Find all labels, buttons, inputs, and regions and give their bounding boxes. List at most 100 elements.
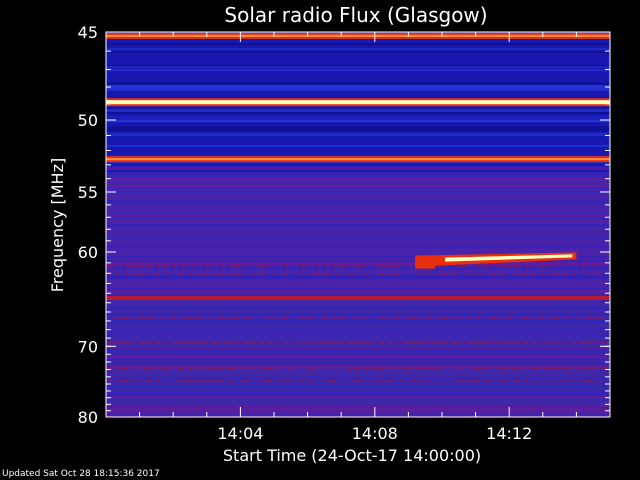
y-axis-label: Frequency [MHz] [48, 158, 67, 292]
heatmap-speckle [554, 265, 556, 268]
y-tick-label: 50 [78, 111, 98, 130]
heatmap-texture [106, 111, 610, 114]
heatmap-speckle [310, 273, 312, 276]
heatmap-speckle [170, 317, 172, 320]
heatmap-speckle [374, 367, 376, 370]
heatmap-speckle [438, 317, 440, 320]
heatmap-speckle [310, 367, 312, 370]
heatmap-speckle [114, 265, 116, 268]
heatmap-speckle [494, 273, 496, 276]
heatmap-speckle [546, 265, 548, 268]
heatmap-speckle [390, 265, 392, 268]
heatmap-speckle [434, 341, 436, 344]
heatmap-speckle [318, 273, 320, 276]
heatmap-texture [106, 66, 610, 68]
heatmap-speckle [162, 265, 164, 268]
heatmap-speckle [490, 265, 492, 268]
heatmap-texture [106, 362, 610, 365]
heatmap-speckle [354, 265, 356, 268]
heatmap-speckle [238, 265, 240, 268]
heatmap-speckle [350, 273, 352, 276]
heatmap-speckle [354, 379, 356, 382]
heatmap-speckle [542, 317, 544, 320]
x-tick-label: 14:12 [486, 424, 532, 443]
heatmap-speckle [186, 341, 188, 344]
heatmap-speckle [130, 273, 132, 276]
heatmap-speckle [358, 367, 360, 370]
heatmap-speckle [298, 273, 300, 276]
heatmap-speckle [550, 367, 552, 370]
heatmap-speckle [238, 273, 240, 276]
heatmap-texture [106, 87, 610, 89]
heatmap-speckle [154, 273, 156, 276]
heatmap-speckle [234, 273, 236, 276]
heatmap-speckle [142, 273, 144, 276]
heatmap-speckle [218, 367, 220, 370]
heatmap-speckle [502, 265, 504, 268]
heatmap-speckle [286, 273, 288, 276]
heatmap-speckle [126, 379, 128, 382]
heatmap-speckle [206, 379, 208, 382]
heatmap-speckle [146, 379, 148, 382]
heatmap-speckle [542, 265, 544, 268]
y-tick-label: 55 [78, 183, 98, 202]
heatmap-speckle [402, 367, 404, 370]
heatmap-speckle [270, 367, 272, 370]
heatmap-speckle [150, 265, 152, 268]
chart-title: Solar radio Flux (Glasgow) [224, 3, 487, 27]
heatmap-texture [106, 236, 610, 239]
heatmap-speckle [426, 367, 428, 370]
heatmap-speckle [342, 341, 344, 344]
plot-area [106, 32, 610, 417]
heatmap-texture [106, 43, 610, 46]
heatmap-speckle [214, 379, 216, 382]
heatmap-speckle [586, 341, 588, 344]
heatmap-texture [106, 377, 610, 379]
heatmap-speckle [130, 379, 132, 382]
heatmap-speckle [150, 379, 152, 382]
heatmap-speckle [522, 367, 524, 370]
heatmap-speckle [206, 273, 208, 276]
heatmap-speckle [490, 273, 492, 276]
heatmap-texture [106, 275, 610, 278]
heatmap-texture [106, 211, 610, 214]
heatmap-speckle [330, 273, 332, 276]
heatmap-speckle [506, 265, 508, 268]
heatmap-speckle [390, 273, 392, 276]
heatmap-speckle [554, 379, 556, 382]
heatmap-speckle [578, 367, 580, 370]
heatmap-speckle [518, 367, 520, 370]
heatmap-speckle [142, 341, 144, 344]
heatmap-texture [106, 173, 610, 175]
heatmap-speckle [554, 341, 556, 344]
heatmap-speckle [342, 317, 344, 320]
heatmap-texture [106, 410, 610, 413]
heatmap-speckle [458, 379, 460, 382]
heatmap-speckle [514, 265, 516, 268]
constant-band [106, 100, 610, 105]
heatmap-speckle [402, 379, 404, 382]
heatmap-speckle [582, 341, 584, 344]
heatmap-speckle [466, 273, 468, 276]
heatmap-speckle [598, 317, 600, 320]
heatmap-speckle [150, 317, 152, 320]
heatmap-speckle [194, 341, 196, 344]
heatmap-speckle [518, 273, 520, 276]
heatmap-speckle [582, 367, 584, 370]
heatmap-texture [106, 224, 610, 228]
heatmap-speckle [138, 273, 140, 276]
heatmap-speckle [586, 379, 588, 382]
heatmap-speckle [522, 317, 524, 320]
heatmap-speckle [426, 379, 428, 382]
heatmap-speckle [458, 367, 460, 370]
heatmap-speckle [194, 379, 196, 382]
heatmap-speckle [326, 341, 328, 344]
heatmap-speckle [498, 273, 500, 276]
heatmap-texture [106, 321, 610, 324]
heatmap-speckle [182, 317, 184, 320]
heatmap-speckle [382, 341, 384, 344]
heatmap-speckle [262, 265, 264, 268]
heatmap-speckle [590, 367, 592, 370]
heatmap-speckle [282, 273, 284, 276]
heatmap-speckle [466, 265, 468, 268]
